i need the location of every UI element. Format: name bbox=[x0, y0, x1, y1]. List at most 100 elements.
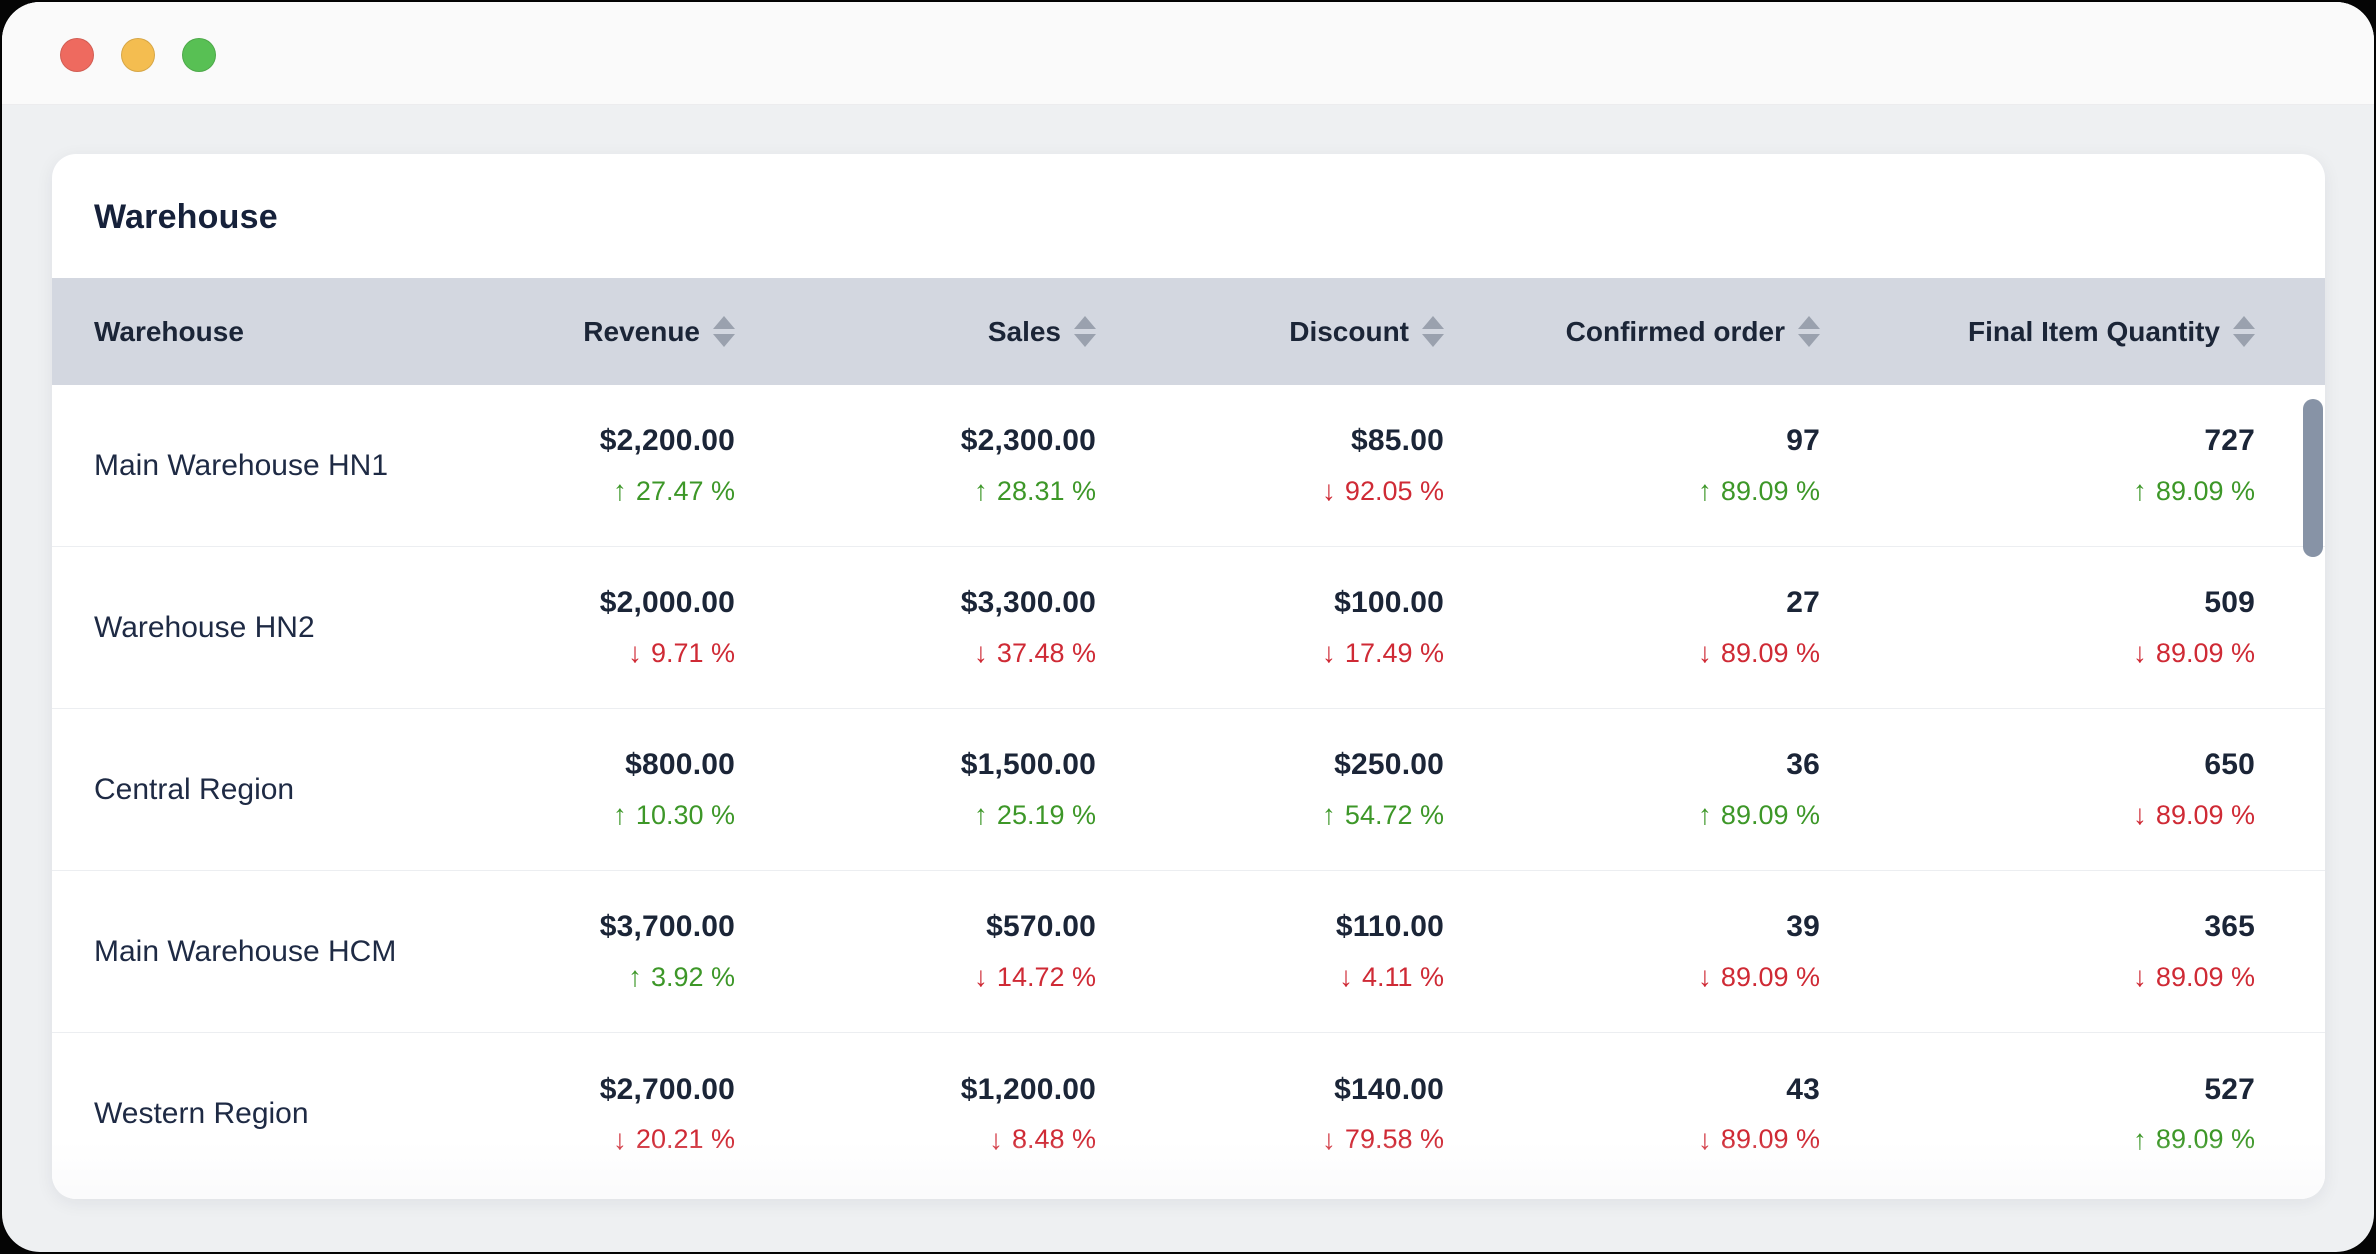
metric-change-value: 27.47 % bbox=[635, 475, 735, 506]
metric-cell: $570.00 ↓ 14.72 % bbox=[735, 910, 1096, 993]
vertical-scrollbar[interactable] bbox=[2303, 399, 2323, 557]
metric-cell: $2,000.00 ↓ 9.71 % bbox=[512, 586, 735, 669]
traffic-lights bbox=[60, 38, 216, 72]
metric-change-up: ↑ 89.09 % bbox=[1698, 475, 1820, 507]
metric-value: 650 bbox=[2204, 748, 2255, 781]
column-header-label: Sales bbox=[987, 315, 1061, 347]
warehouse-name-cell: Central Region bbox=[52, 773, 512, 807]
metric-change-down: ↓ 79.58 % bbox=[1322, 1124, 1444, 1156]
metric-change-up: ↑ 27.47 % bbox=[613, 475, 735, 507]
metric-cell: $140.00 ↓ 79.58 % bbox=[1096, 1073, 1444, 1156]
column-header-revenue[interactable]: Revenue bbox=[512, 316, 735, 348]
metric-change-down: ↓ 14.72 % bbox=[974, 961, 1096, 993]
metric-cell: $2,300.00 ↑ 28.31 % bbox=[735, 424, 1096, 507]
metric-change-down: ↓ 89.09 % bbox=[1698, 1124, 1820, 1156]
sort-icon[interactable] bbox=[1422, 316, 1444, 347]
metric-cell: $100.00 ↓ 17.49 % bbox=[1096, 586, 1444, 669]
table-row: Warehouse HN2 $2,000.00 ↓ 9.71 % $3,300.00 ↓ 3… bbox=[52, 547, 2325, 709]
warehouse-name: Western Region bbox=[94, 1097, 309, 1130]
metric-change-value: 10.30 % bbox=[635, 799, 735, 830]
metric-change-down: ↓ 9.71 % bbox=[628, 637, 735, 669]
down-arrow-icon: ↓ bbox=[1321, 1123, 1336, 1155]
table-row: Main Warehouse HCM $3,700.00 ↑ 3.92 % $570.0… bbox=[52, 871, 2325, 1033]
metric-change-down: ↓ 89.09 % bbox=[1698, 961, 1820, 993]
metric-change-down: ↓ 4.11 % bbox=[1339, 961, 1444, 993]
sort-icon[interactable] bbox=[713, 316, 735, 347]
sort-icon[interactable] bbox=[1798, 316, 1820, 347]
column-header-label: Discount bbox=[1289, 315, 1409, 347]
column-header-discount[interactable]: Discount bbox=[1096, 316, 1444, 348]
down-arrow-icon: ↓ bbox=[612, 1123, 627, 1155]
table-row: Main Warehouse HN1 $2,200.00 ↑ 27.47 % $2,30… bbox=[52, 385, 2325, 547]
metric-cell: $2,700.00 ↓ 20.21 % bbox=[512, 1073, 735, 1156]
metric-value: 727 bbox=[2204, 424, 2255, 457]
metric-change-value: 92.05 % bbox=[1344, 475, 1444, 506]
column-header-sales[interactable]: Sales bbox=[735, 316, 1096, 348]
titlebar bbox=[2, 2, 2374, 105]
metric-value: $85.00 bbox=[1351, 424, 1444, 457]
down-arrow-icon: ↓ bbox=[973, 637, 988, 668]
down-arrow-icon: ↓ bbox=[627, 637, 642, 668]
metric-value: $1,200.00 bbox=[960, 1072, 1096, 1106]
down-arrow-icon: ↓ bbox=[1321, 475, 1336, 506]
metric-value: $110.00 bbox=[1335, 910, 1444, 943]
metric-value: $3,300.00 bbox=[960, 586, 1096, 619]
metric-change-down: ↓ 89.09 % bbox=[2133, 799, 2255, 831]
metric-cell: $3,700.00 ↑ 3.92 % bbox=[512, 910, 735, 993]
up-arrow-icon: ↑ bbox=[2132, 475, 2147, 506]
column-header-final-item-quantity[interactable]: Final Item Quantity bbox=[1820, 316, 2255, 348]
metric-change-down: ↓ 92.05 % bbox=[1322, 475, 1444, 507]
metric-value: $2,700.00 bbox=[599, 1072, 735, 1106]
metric-change-value: 25.19 % bbox=[996, 799, 1096, 830]
warehouse-name: Main Warehouse HN1 bbox=[94, 448, 389, 482]
metric-change-value: 8.48 % bbox=[1011, 1124, 1096, 1154]
metric-value: 365 bbox=[2204, 910, 2255, 943]
down-arrow-icon: ↓ bbox=[1338, 961, 1353, 992]
down-arrow-icon: ↓ bbox=[1321, 637, 1336, 668]
metric-value: 39 bbox=[1786, 910, 1820, 943]
close-button[interactable] bbox=[60, 38, 94, 72]
metric-change-value: 3.92 % bbox=[650, 961, 735, 992]
metric-change-down: ↓ 89.09 % bbox=[2133, 637, 2255, 669]
metric-value: $2,000.00 bbox=[599, 586, 735, 619]
minimize-button[interactable] bbox=[121, 38, 155, 72]
metric-change-up: ↑ 10.30 % bbox=[613, 799, 735, 831]
metric-value: $2,200.00 bbox=[599, 424, 735, 457]
metric-change-up: ↑ 28.31 % bbox=[974, 475, 1096, 507]
metric-change-value: 37.48 % bbox=[996, 637, 1096, 668]
metric-value: 509 bbox=[2204, 586, 2255, 619]
metric-change-value: 89.09 % bbox=[1720, 637, 1820, 668]
up-arrow-icon: ↑ bbox=[627, 961, 642, 992]
metric-value: 43 bbox=[1786, 1072, 1820, 1106]
metric-cell: 39 ↓ 89.09 % bbox=[1444, 910, 1820, 993]
metric-cell: $2,200.00 ↑ 27.47 % bbox=[512, 424, 735, 507]
metric-value: $250.00 bbox=[1334, 748, 1444, 781]
metric-change-up: ↑ 89.09 % bbox=[2133, 1124, 2255, 1156]
metric-change-value: 89.09 % bbox=[1720, 1124, 1820, 1154]
table-row: Western Region $2,700.00 ↓ 20.21 % $1,200.00… bbox=[52, 1033, 2325, 1195]
metric-change-value: 54.72 % bbox=[1344, 799, 1444, 830]
metric-change-value: 89.09 % bbox=[2155, 637, 2255, 668]
metric-cell: 509 ↓ 89.09 % bbox=[1820, 586, 2255, 669]
page-title: Warehouse bbox=[94, 198, 278, 236]
metric-change-down: ↓ 17.49 % bbox=[1322, 637, 1444, 669]
metric-cell: $85.00 ↓ 92.05 % bbox=[1096, 424, 1444, 507]
sort-icon[interactable] bbox=[2233, 316, 2255, 347]
sort-icon[interactable] bbox=[1074, 316, 1096, 347]
up-arrow-icon: ↑ bbox=[612, 475, 627, 506]
column-header-confirmed-order[interactable]: Confirmed order bbox=[1444, 316, 1820, 348]
metric-cell: $110.00 ↓ 4.11 % bbox=[1096, 910, 1444, 993]
column-header-label: Final Item Quantity bbox=[1967, 315, 2220, 347]
metric-value: $800.00 bbox=[625, 748, 735, 781]
warehouse-name-cell: Western Region bbox=[52, 1097, 512, 1131]
up-arrow-icon: ↑ bbox=[1321, 799, 1336, 830]
metric-value: $100.00 bbox=[1334, 586, 1444, 619]
up-arrow-icon: ↑ bbox=[612, 799, 627, 830]
down-arrow-icon: ↓ bbox=[988, 1123, 1003, 1155]
column-header-label: Confirmed order bbox=[1565, 315, 1785, 347]
metric-change-value: 4.11 % bbox=[1361, 961, 1444, 992]
zoom-button[interactable] bbox=[182, 38, 216, 72]
metric-cell: 365 ↓ 89.09 % bbox=[1820, 910, 2255, 993]
metric-cell: 650 ↓ 89.09 % bbox=[1820, 748, 2255, 831]
